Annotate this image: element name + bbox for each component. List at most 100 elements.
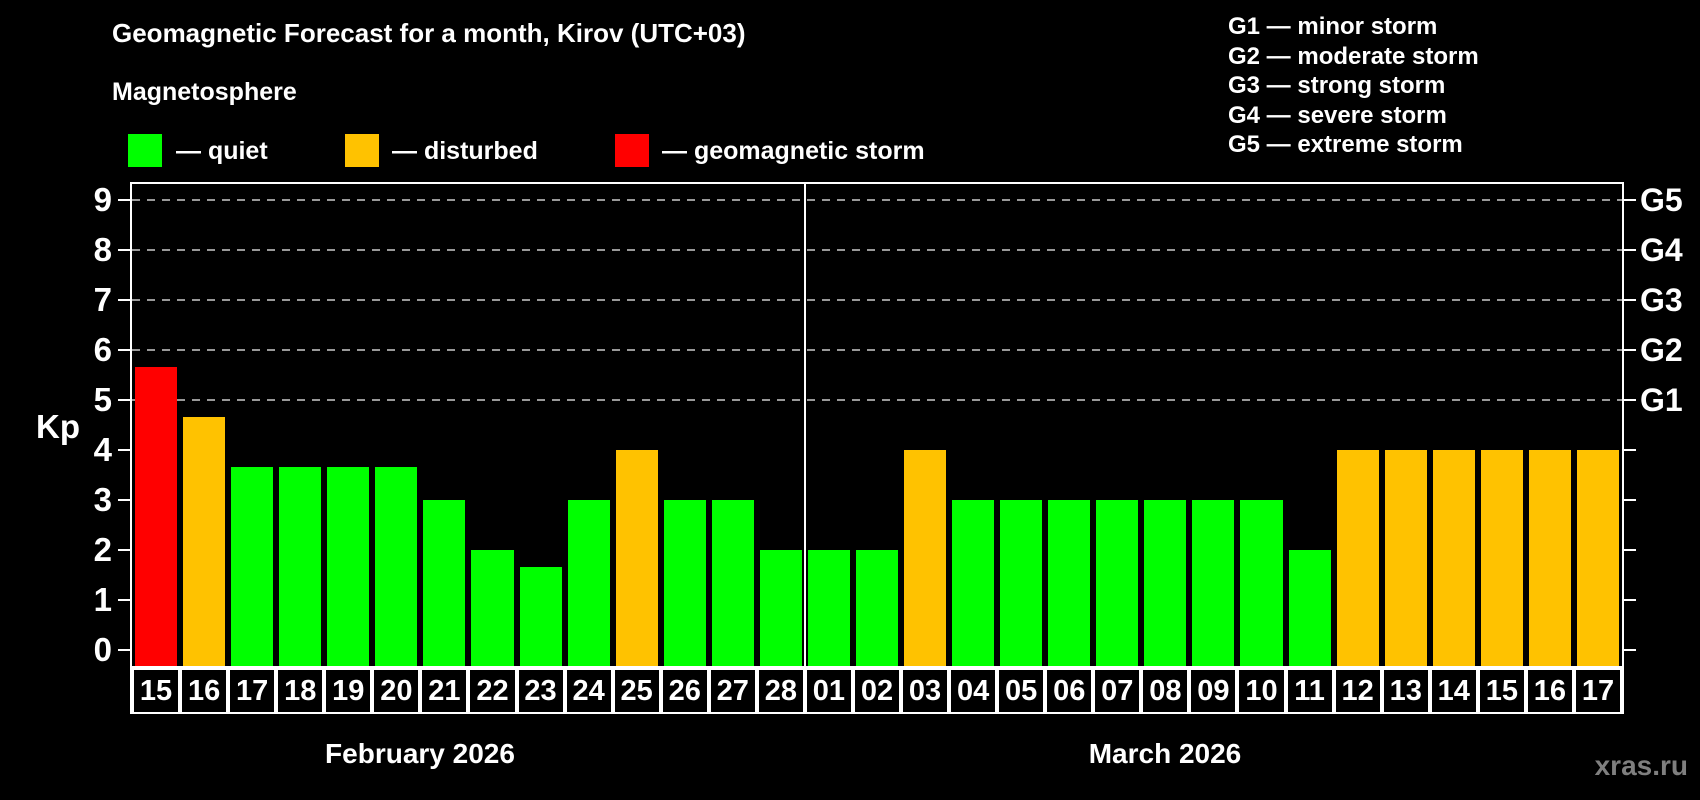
y-axis-tick-right xyxy=(1624,249,1636,251)
date-cell: 12 xyxy=(1335,670,1380,712)
kp-gridline-9 xyxy=(132,199,1622,201)
y-axis-tick-left xyxy=(118,199,130,201)
date-cell: 19 xyxy=(326,670,371,712)
kp-bar xyxy=(1480,450,1523,666)
storm-scale-g5: G5 — extreme storm xyxy=(1228,131,1463,158)
kp-bar xyxy=(663,500,706,666)
watermark: xras.ru xyxy=(1594,750,1688,781)
date-cell: 01 xyxy=(806,670,851,712)
plot-area xyxy=(118,182,1636,668)
y-axis-tick-right xyxy=(1624,499,1636,501)
date-cell: 26 xyxy=(662,670,707,712)
storm-scale-legend: G1 — minor storm G2 — moderate storm G3 … xyxy=(1228,12,1479,160)
y-axis-tick-left xyxy=(118,449,130,451)
magnetosphere-label: Magnetosphere xyxy=(112,78,297,106)
date-cell: 18 xyxy=(278,670,323,712)
y-axis-tick-label: 3 xyxy=(93,481,112,518)
kp-gridline-7 xyxy=(132,299,1622,301)
date-cell: 23 xyxy=(518,670,563,712)
storm-legend-label: — geomagnetic storm xyxy=(662,137,925,165)
kp-bar xyxy=(375,466,418,666)
date-cell: 17 xyxy=(230,670,275,712)
date-cell: 25 xyxy=(614,670,659,712)
y-axis-tick-right xyxy=(1624,549,1636,551)
kp-bar xyxy=(1192,500,1235,666)
kp-bar xyxy=(567,500,610,666)
y-axis-tick-left xyxy=(118,599,130,601)
date-cell: 24 xyxy=(566,670,611,712)
y-axis-tick-label: 9 xyxy=(93,181,112,218)
date-cell: 05 xyxy=(999,670,1044,712)
y-axis-tick-label: 6 xyxy=(93,331,112,368)
kp-bar xyxy=(1384,450,1427,666)
date-cell: 16 xyxy=(182,670,227,712)
date-cell: 09 xyxy=(1191,670,1236,712)
kp-bar xyxy=(471,550,514,666)
y-axis-tick-label: 0 xyxy=(93,631,112,668)
kp-gridline-5 xyxy=(132,399,1622,401)
date-axis: 15 16 17 18 19 20 21 22 23 24 25 26 27 28 01 02 03 04 05 06… xyxy=(130,668,1624,714)
disturbed-swatch xyxy=(345,134,379,167)
y-axis-tick-label: 1 xyxy=(93,581,112,618)
date-cell: 15 xyxy=(134,670,179,712)
storm-scale-g3: G3 — strong storm xyxy=(1228,72,1446,99)
kp-bar xyxy=(1096,500,1139,666)
y-axis-tick-left xyxy=(118,499,130,501)
y-axis-tick-label: 2 xyxy=(93,531,112,568)
month-separator xyxy=(803,184,806,666)
kp-gridline-8 xyxy=(132,249,1622,251)
kp-bar xyxy=(1144,500,1187,666)
date-cell: 27 xyxy=(710,670,755,712)
y-axis-tick-label: 4 xyxy=(93,431,112,468)
date-cell: 04 xyxy=(951,670,996,712)
right-axis-label-g4: G4 xyxy=(1640,232,1683,268)
date-cell: 07 xyxy=(1095,670,1140,712)
y-axis-tick-left xyxy=(118,349,130,351)
kp-bar xyxy=(279,466,322,666)
kp-bar xyxy=(615,450,658,666)
y-axis-tick-left xyxy=(118,649,130,651)
kp-bar xyxy=(1240,500,1283,666)
y-axis-tick-left xyxy=(118,299,130,301)
date-cell: 20 xyxy=(374,670,419,712)
storm-swatch xyxy=(615,134,649,167)
date-cell: 11 xyxy=(1287,670,1332,712)
right-axis-label-g5: G5 xyxy=(1640,182,1683,218)
y-axis-tick-right xyxy=(1624,349,1636,351)
y-axis-tick-left xyxy=(118,549,130,551)
date-cell: 14 xyxy=(1431,670,1476,712)
y-axis-title: Kp xyxy=(36,408,80,445)
kp-bar xyxy=(952,500,995,666)
y-axis-tick-label: 5 xyxy=(93,381,112,418)
date-cell: 06 xyxy=(1047,670,1092,712)
kp-bar xyxy=(423,500,466,666)
kp-gridline-6 xyxy=(132,349,1622,351)
kp-bar xyxy=(1048,500,1091,666)
kp-bar xyxy=(855,550,899,666)
y-axis-tick-right xyxy=(1624,599,1636,601)
month-label-march: March 2026 xyxy=(1088,738,1242,769)
y-axis-tick-right xyxy=(1624,299,1636,301)
storm-scale-g2: G2 — moderate storm xyxy=(1228,42,1479,70)
kp-bar xyxy=(711,500,754,666)
kp-bar xyxy=(759,550,802,666)
y-axis-tick-right xyxy=(1624,449,1636,451)
right-axis-label-g3: G3 xyxy=(1640,282,1683,318)
date-cell: 13 xyxy=(1383,670,1428,712)
date-cell: 02 xyxy=(854,670,900,712)
kp-bar xyxy=(519,566,562,666)
y-axis-tick-label: 8 xyxy=(93,231,112,268)
quiet-legend-label: — quiet xyxy=(176,137,268,165)
kp-bar xyxy=(231,466,274,666)
storm-scale-g4: G4 — severe storm xyxy=(1228,101,1447,129)
date-cell: 21 xyxy=(422,670,467,712)
storm-scale-g1: G1 — minor storm xyxy=(1228,13,1438,40)
y-axis-tick-right xyxy=(1624,399,1636,401)
kp-bar xyxy=(1432,450,1475,666)
kp-bar xyxy=(807,550,850,666)
right-axis-label-g2: G2 xyxy=(1640,332,1683,368)
kp-bar xyxy=(183,416,226,666)
y-axis-tick-left xyxy=(118,249,130,251)
kp-bar xyxy=(1336,450,1379,666)
